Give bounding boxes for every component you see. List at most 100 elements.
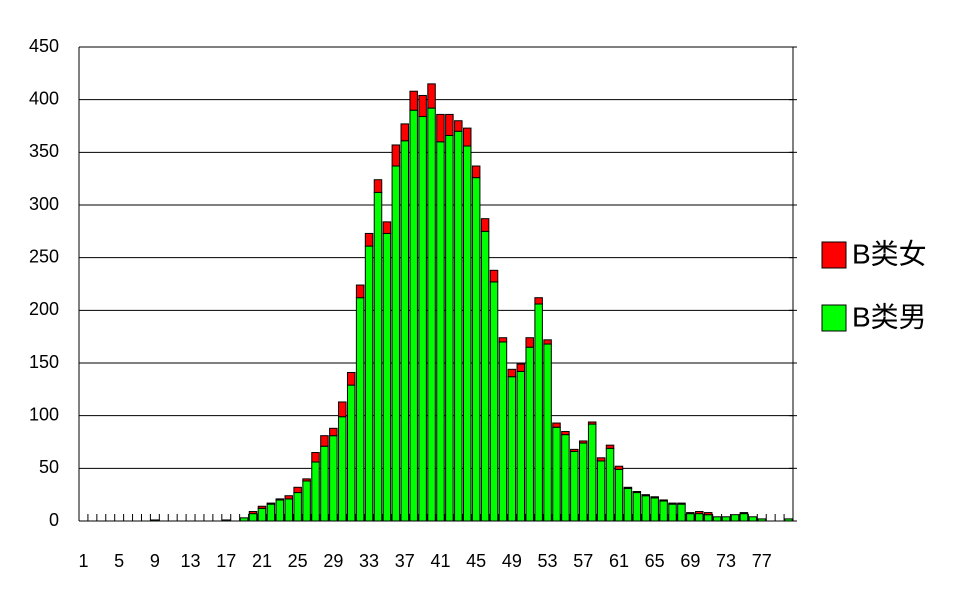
bar [525, 346, 534, 522]
bar [498, 341, 508, 522]
bar [462, 145, 472, 522]
bar [668, 502, 677, 505]
bar [293, 486, 302, 494]
legend-swatch [821, 241, 847, 269]
bar [400, 140, 410, 522]
bar [543, 339, 552, 345]
bar [454, 120, 463, 132]
bar [480, 218, 490, 232]
bar [695, 511, 704, 515]
bar [552, 426, 561, 522]
bar [739, 512, 749, 515]
bar [641, 495, 650, 522]
bar [373, 191, 383, 522]
bar [320, 435, 329, 447]
bar [480, 230, 490, 522]
x-tick-label: 41 [430, 551, 450, 571]
bar [570, 450, 579, 522]
y-tick-label: 350 [29, 141, 59, 161]
bar [338, 401, 347, 418]
bar [623, 486, 633, 489]
y-tick-label: 450 [29, 36, 59, 56]
x-tick-label: 45 [466, 551, 486, 571]
bar [703, 514, 713, 522]
x-tick-label: 9 [150, 551, 160, 571]
bar [552, 422, 561, 428]
x-tick-label: 77 [752, 551, 772, 571]
bar [391, 165, 401, 522]
bar [712, 516, 722, 522]
bar [659, 500, 668, 522]
x-tick-label: 21 [252, 551, 272, 571]
bar [587, 423, 597, 522]
bar [534, 303, 543, 522]
bar [409, 109, 418, 522]
x-tick-label: 53 [538, 551, 558, 571]
bar [677, 502, 686, 505]
bar [641, 494, 650, 497]
bar [587, 421, 597, 425]
bar [748, 516, 758, 522]
bar [650, 497, 659, 522]
y-tick-label: 100 [29, 404, 59, 424]
bar [346, 371, 356, 386]
bar [382, 232, 392, 522]
bar [623, 487, 633, 522]
legend-label: B类女 [852, 238, 927, 269]
bar [462, 127, 472, 147]
bar [364, 245, 374, 522]
bar [266, 502, 276, 505]
bar [275, 498, 285, 501]
y-tick-label: 200 [29, 299, 59, 319]
bar [418, 94, 427, 118]
x-tick-label: 29 [323, 551, 343, 571]
y-tick-label: 300 [29, 194, 59, 214]
bar [409, 90, 418, 111]
bar [311, 452, 320, 463]
bar [355, 284, 365, 299]
bar [382, 221, 392, 234]
bar [614, 465, 624, 470]
bar [579, 440, 588, 444]
bar [561, 434, 570, 522]
bar [302, 478, 311, 482]
y-tick-label: 150 [29, 352, 59, 372]
y-tick-label: 50 [39, 457, 59, 477]
bar [632, 491, 642, 494]
bar [427, 83, 436, 109]
bar [248, 511, 258, 515]
bar [391, 144, 401, 167]
bar [364, 232, 374, 247]
bar [570, 448, 579, 452]
x-tick-label: 69 [680, 551, 700, 571]
bar [579, 442, 588, 522]
bar [632, 492, 642, 522]
bar [614, 468, 624, 522]
y-tick-label: 0 [49, 510, 59, 530]
bar [686, 513, 695, 522]
x-tick-label: 49 [502, 551, 522, 571]
bar [489, 269, 499, 283]
bar [355, 297, 365, 522]
x-tick-label: 37 [395, 551, 415, 571]
bar [534, 297, 543, 305]
bar [561, 430, 570, 436]
bar [489, 281, 499, 522]
bar [516, 363, 526, 372]
bar [293, 492, 302, 522]
x-tick-label: 5 [114, 551, 124, 571]
bar [516, 370, 526, 522]
bar [257, 505, 267, 509]
x-tick-label: 25 [288, 551, 308, 571]
bar [266, 503, 276, 522]
bar [543, 343, 552, 522]
bar [471, 165, 481, 179]
bar [454, 130, 463, 522]
bar [400, 123, 410, 142]
bar [320, 445, 329, 522]
bar [721, 516, 731, 522]
bar [302, 480, 311, 522]
bar [596, 460, 606, 522]
x-tick-label: 61 [609, 551, 629, 571]
